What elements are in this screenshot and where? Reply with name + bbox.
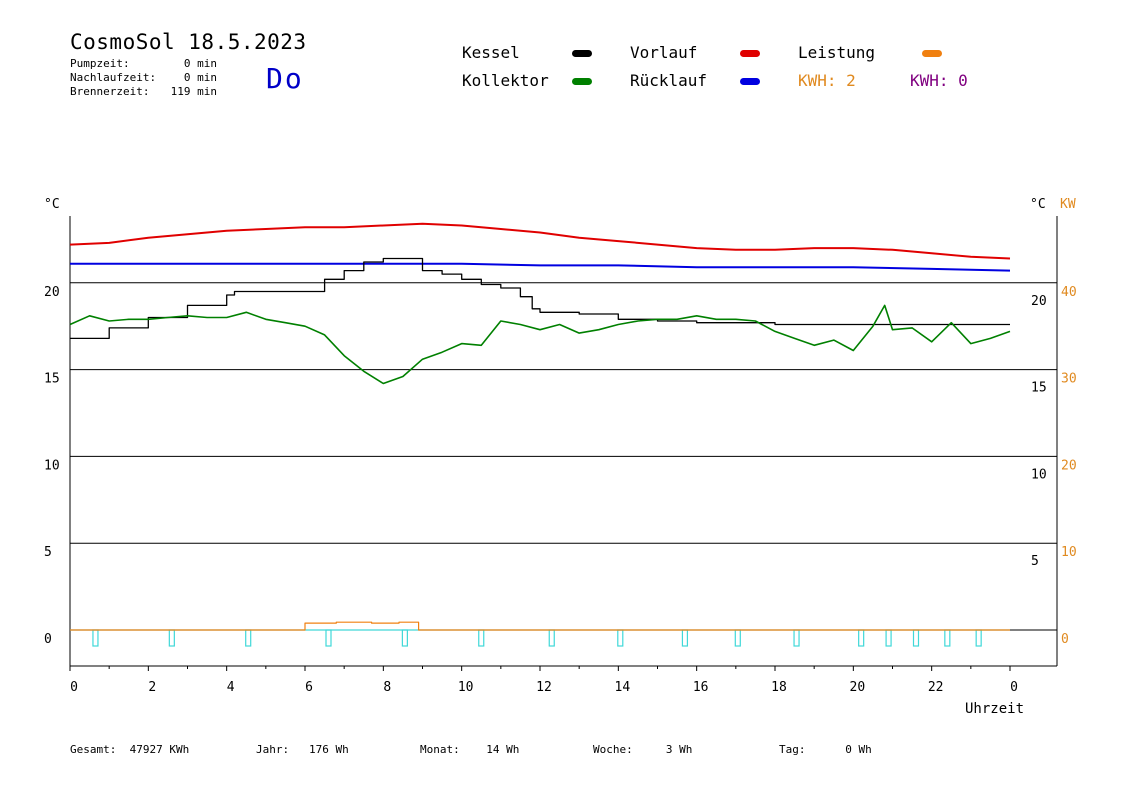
- y-tick-label-kw: 40: [1061, 285, 1077, 300]
- x-tick-label: 20: [850, 680, 866, 695]
- y-tick-label-kw: 10: [1061, 545, 1077, 560]
- series-line-kessel: [70, 257, 1010, 340]
- x-tick-label: 18: [771, 680, 787, 695]
- legend-ruecklauf-swatch: [740, 78, 760, 85]
- x-tick-label: 10: [458, 680, 474, 695]
- kwh-total-orange: KWH: 2: [798, 71, 856, 90]
- x-tick-label: 0: [1010, 680, 1018, 695]
- x-tick-label: 6: [305, 680, 313, 695]
- right-axis-unit-kw: KW: [1060, 197, 1076, 212]
- run-stat-row: Brennerzeit: 119 min: [70, 85, 217, 99]
- page-title: CosmoSol 18.5.2023: [70, 30, 307, 54]
- y-tick-label-left: 20: [44, 285, 60, 300]
- series-line-leistung: [70, 621, 1010, 631]
- legend-kessel-swatch: [572, 50, 592, 57]
- y-tick-label-left: 0: [44, 632, 52, 647]
- pump-marker: [944, 629, 951, 647]
- footer-tag: Tag: 0 Wh: [779, 743, 872, 756]
- footer-monat: Monat: 14 Wh: [420, 743, 520, 756]
- run-stat-label: Pumpzeit:: [70, 57, 130, 70]
- y-tick-label-kw: 20: [1061, 458, 1077, 473]
- pump-marker: [681, 629, 689, 647]
- left-axis-unit: °C: [44, 197, 60, 212]
- kwh-total-purple: KWH: 0: [910, 71, 968, 90]
- run-stat-row: Nachlaufzeit: 0 min: [70, 71, 217, 85]
- pump-marker: [912, 629, 920, 647]
- pump-marker: [793, 629, 800, 647]
- series-line-vorlauf: [69, 222, 1011, 260]
- y-tick-label-kw: 0: [1061, 632, 1069, 647]
- pump-marker: [885, 629, 892, 647]
- y-tick-label-right: 5: [1031, 554, 1039, 569]
- legend-kollektor-swatch: [572, 78, 592, 85]
- pump-marker: [617, 629, 624, 647]
- footer-woche: Woche: 3 Wh: [593, 743, 693, 756]
- legend-vorlauf-swatch: [740, 50, 760, 57]
- series-line-kollektor: [69, 304, 1011, 385]
- legend-kessel-label: Kessel: [462, 43, 520, 62]
- x-tick-label: 8: [383, 680, 391, 695]
- legend-ruecklauf-label: Rücklauf: [630, 71, 708, 90]
- y-tick-label-left: 15: [44, 372, 60, 387]
- run-stat-value: 0 min: [183, 57, 217, 70]
- legend-leistung-label: Leistung: [798, 43, 876, 62]
- x-tick-label: 12: [536, 680, 552, 695]
- legend-kollektor-label: Kollektor: [462, 71, 549, 90]
- pump-marker: [401, 629, 408, 647]
- x-tick-label: 4: [227, 680, 235, 695]
- pump-marker: [975, 629, 982, 647]
- x-tick-label: 0: [70, 680, 78, 695]
- y-tick-label-left: 5: [44, 545, 52, 560]
- x-axis-label: Uhrzeit: [965, 701, 1025, 717]
- y-tick-label-right: 10: [1031, 467, 1047, 482]
- pump-marker: [245, 629, 252, 647]
- run-stat-label: Brennerzeit:: [70, 85, 150, 98]
- pump-marker: [168, 629, 175, 647]
- run-stat-value: 119 min: [170, 85, 217, 98]
- x-tick-label: 22: [928, 680, 944, 695]
- pump-marker: [325, 629, 332, 647]
- right-axis-unit: °C: [1030, 197, 1046, 212]
- footer-jahr: Jahr: 176 Wh: [256, 743, 349, 756]
- pump-marker: [734, 629, 741, 647]
- y-tick-label-right: 15: [1031, 381, 1047, 396]
- y-tick-label-right: 20: [1031, 294, 1047, 309]
- run-stat-row: Pumpzeit: 0 min: [70, 57, 217, 71]
- pump-marker: [858, 629, 865, 647]
- y-tick-label-kw: 30: [1061, 372, 1077, 387]
- footer-gesamt: Gesamt: 47927 KWh: [70, 743, 190, 756]
- weekday-label: Do: [266, 62, 304, 95]
- run-stat-value: 0 min: [183, 71, 217, 84]
- run-stat-label: Nachlaufzeit:: [70, 71, 157, 84]
- series-line-ruecklauf: [70, 262, 1011, 272]
- x-tick-label: 16: [693, 680, 709, 695]
- pump-marker: [92, 629, 99, 647]
- x-tick-label: 14: [615, 680, 631, 695]
- legend-vorlauf-label: Vorlauf: [630, 43, 698, 62]
- pump-marker: [478, 629, 485, 647]
- x-tick-label: 2: [148, 680, 156, 695]
- pump-marker: [548, 629, 555, 647]
- y-tick-label-left: 10: [44, 458, 60, 473]
- legend-leistung-swatch: [922, 50, 942, 57]
